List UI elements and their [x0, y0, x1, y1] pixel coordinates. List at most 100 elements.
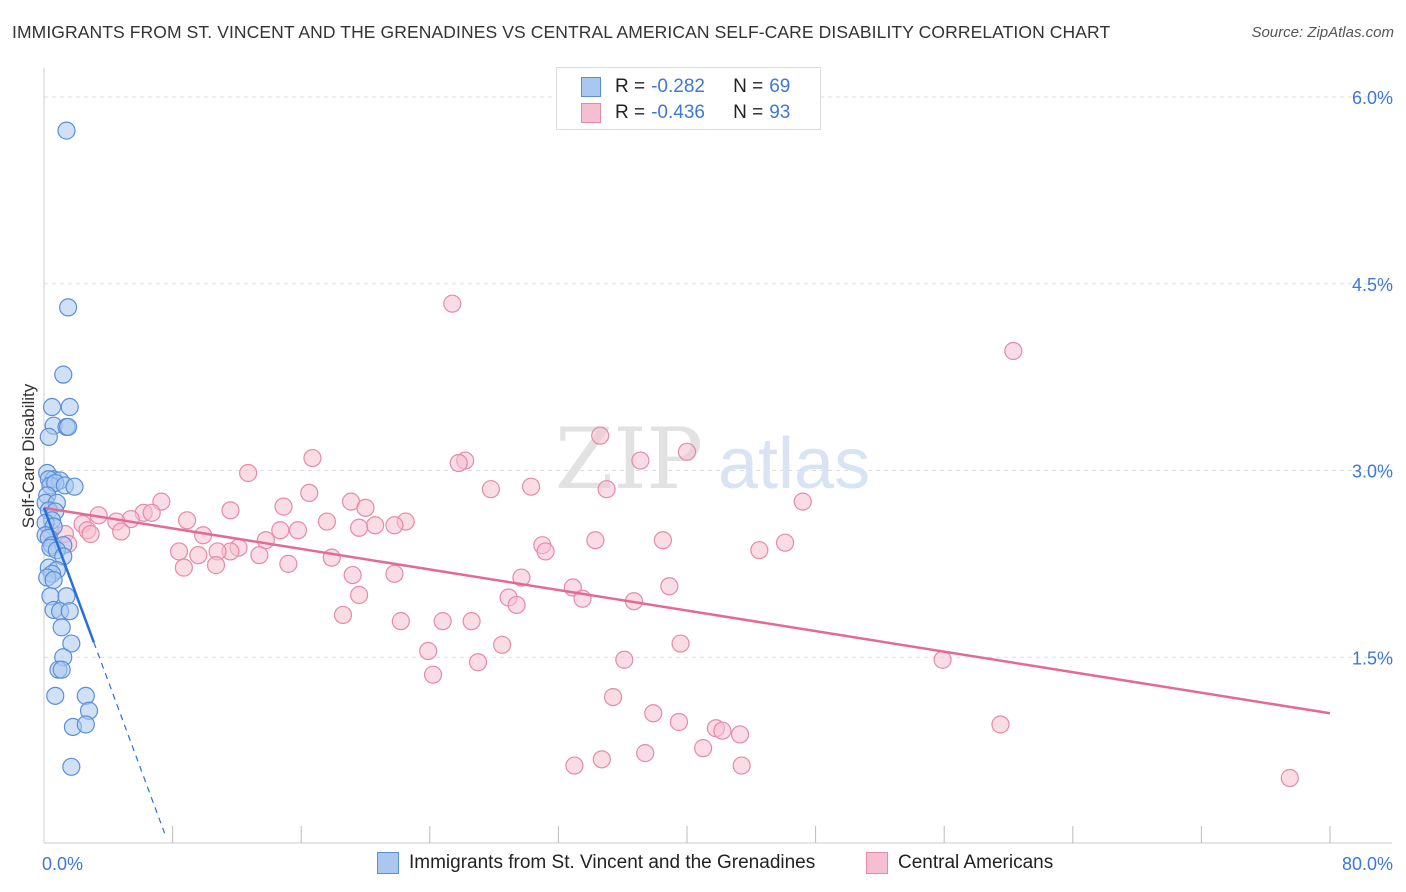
data-point-central-americans: [732, 756, 751, 775]
source-label: Source: ZipAtlas.com: [1251, 24, 1394, 41]
data-point-central-americans: [603, 687, 623, 707]
data-point-central-americans: [671, 634, 690, 653]
bottom-legend-swatch-pink: [866, 852, 888, 874]
watermark-atlas: atlas: [718, 424, 870, 504]
legend-row-blue: R = -0.282 N = 69: [581, 75, 790, 99]
data-point-central-americans: [636, 744, 655, 763]
axes: [43, 68, 1392, 844]
data-point-central-americans: [565, 756, 584, 775]
data-point-central-americans: [349, 518, 369, 537]
legend-n-label: N =: [733, 76, 764, 97]
data-point-central-americans: [481, 480, 500, 499]
data-point-central-americans: [317, 512, 337, 531]
data-point-central-americans: [239, 463, 258, 483]
data-point-central-americans: [443, 294, 462, 313]
data-point-st-vincent: [62, 634, 81, 653]
data-point-central-americans: [677, 442, 697, 461]
data-point-central-americans: [206, 556, 226, 575]
data-point-st-vincent: [59, 298, 78, 317]
y-tick-label: 3.0%: [1352, 462, 1393, 482]
data-point-central-americans: [300, 483, 319, 503]
data-point-st-vincent: [54, 365, 73, 384]
y-tick-label: 6.0%: [1352, 88, 1393, 108]
data-point-central-americans: [730, 725, 750, 744]
series-central-americans-points: [41, 294, 1299, 788]
data-point-central-americans: [586, 531, 605, 550]
data-point-central-americans: [189, 546, 208, 565]
legend-r-value-blue: -0.282: [651, 76, 705, 97]
data-point-central-americans: [250, 546, 269, 565]
data-point-central-americans: [507, 595, 526, 615]
data-point-central-americans: [631, 451, 650, 470]
grid-lines: [44, 96, 1392, 658]
data-point-st-vincent: [42, 397, 62, 417]
tick-labels: 1.5% 3.0% 4.5% 6.0% 0.0% 80.0%: [42, 88, 1393, 874]
data-point-central-americans: [385, 516, 404, 535]
x-tick-label: 0.0%: [42, 854, 83, 874]
data-point-central-americans: [177, 511, 197, 530]
data-point-st-vincent: [60, 397, 79, 417]
legend-swatch-pink: [581, 103, 601, 123]
data-point-central-americans: [644, 704, 663, 723]
data-point-st-vincent: [76, 715, 95, 734]
data-point-st-vincent: [62, 757, 81, 776]
data-point-central-americans: [385, 564, 404, 583]
legend-n-value-pink: 93: [769, 102, 791, 123]
bottom-legend-pink: Central Americans: [866, 852, 1053, 874]
data-point-central-americans: [391, 612, 410, 631]
trend-line-st-vincent-extension: [93, 642, 166, 834]
legend-n-value-blue: 69: [769, 76, 791, 97]
trend-lines: [42, 506, 1331, 834]
correlation-legend: R = -0.282 N = 69 R = -0.436 N = 93: [556, 67, 821, 130]
data-point-central-americans: [592, 750, 611, 769]
data-point-central-americans: [1280, 768, 1299, 788]
legend-n-label: N =: [733, 102, 764, 123]
bottom-legend-blue: Immigrants from St. Vincent and the Gren…: [377, 852, 815, 874]
trend-line-central-americans: [43, 506, 1331, 715]
legend-r-label: R =: [615, 76, 646, 97]
data-point-central-americans: [356, 498, 375, 517]
legend-r-value-pink: -0.436: [651, 102, 705, 123]
data-point-central-americans: [142, 503, 161, 522]
series-st-vincent-points: [36, 121, 99, 776]
legend-swatch-blue: [581, 77, 601, 97]
data-point-central-americans: [423, 665, 443, 684]
data-point-central-americans: [349, 585, 369, 605]
data-point-central-americans: [1004, 341, 1023, 361]
data-point-st-vincent: [57, 121, 76, 140]
trend-line-st-vincent: [42, 507, 96, 643]
y-axis-label: Self-Care Disability: [19, 383, 38, 528]
y-tick-label: 4.5%: [1352, 275, 1393, 295]
data-point-central-americans: [433, 612, 452, 631]
data-point-central-americans: [750, 541, 769, 560]
data-point-central-americans: [775, 533, 795, 552]
bottom-legend-label-pink: Central Americans: [898, 852, 1054, 873]
bottom-legend-label-blue: Immigrants from St. Vincent and the Gren…: [409, 852, 816, 873]
data-point-central-americans: [521, 477, 541, 496]
watermark: ZIP atlas: [555, 410, 870, 508]
data-point-central-americans: [536, 542, 555, 561]
data-point-central-americans: [669, 712, 689, 732]
data-point-central-americans: [449, 453, 468, 473]
watermark-zip: ZIP: [555, 410, 703, 508]
data-point-central-americans: [493, 635, 512, 654]
data-point-st-vincent: [65, 477, 84, 496]
data-point-central-americans: [693, 739, 713, 758]
data-point-central-americans: [615, 650, 634, 669]
legend-row-pink: R = -0.436 N = 93: [581, 101, 790, 125]
data-point-central-americans: [660, 577, 679, 596]
data-point-st-vincent: [39, 427, 58, 446]
data-point-central-americans: [462, 612, 481, 631]
bottom-legend-swatch-blue: [377, 852, 399, 874]
data-point-central-americans: [271, 521, 290, 540]
data-point-st-vincent: [59, 417, 78, 437]
data-point-st-vincent: [52, 660, 71, 679]
data-point-central-americans: [713, 721, 732, 740]
data-point-central-americans: [991, 715, 1010, 734]
data-point-st-vincent: [46, 686, 65, 705]
data-point-central-americans: [174, 558, 193, 577]
data-point-central-americans: [933, 650, 952, 669]
chart-title: IMMIGRANTS FROM ST. VINCENT AND THE GREN…: [12, 22, 1111, 42]
y-tick-label: 1.5%: [1352, 648, 1393, 668]
data-point-st-vincent: [44, 570, 63, 590]
